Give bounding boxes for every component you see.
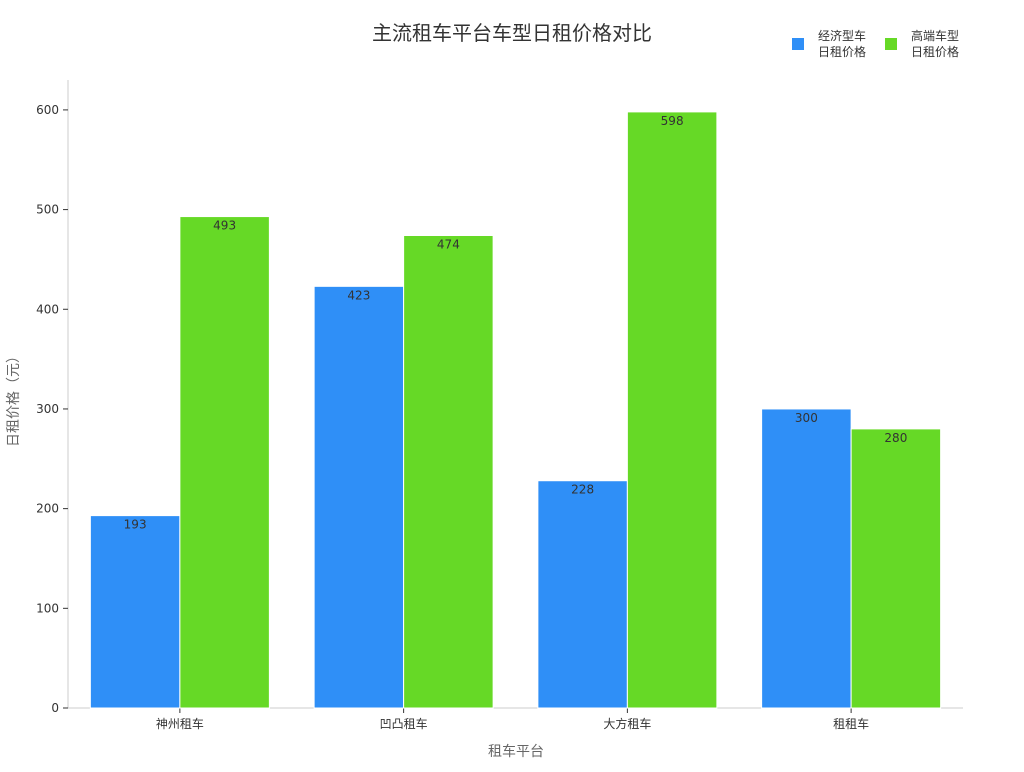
y-tick-label: 200 [36, 502, 59, 516]
legend-label-line: 日租价格 [818, 44, 866, 59]
bar-value-label: 474 [437, 238, 460, 252]
legend-label: 经济型车日租价格 [818, 28, 866, 59]
x-axis-label: 租车平台 [488, 743, 544, 760]
bar [89, 515, 181, 709]
bar [537, 480, 628, 709]
x-tick-label: 神州租车 [156, 716, 204, 731]
bar-value-label: 193 [124, 518, 147, 532]
y-axis-label: 日租价格（元） [6, 349, 22, 447]
y-tick-label: 500 [36, 203, 59, 217]
bar-value-label: 228 [571, 483, 594, 497]
bar [850, 428, 942, 709]
bar [313, 285, 405, 709]
y-tick-label: 400 [36, 302, 59, 316]
bar-value-label: 423 [347, 288, 370, 302]
legend-label: 高端车型日租价格 [911, 28, 959, 59]
x-tick-label: 大方租车 [603, 716, 651, 731]
bar-value-label: 493 [213, 219, 236, 233]
bar-value-label: 280 [884, 431, 907, 445]
bars: 193 493 423 474 228 598 300 280 [89, 111, 942, 709]
y-tick-label: 300 [36, 402, 59, 416]
y-tick-label: 100 [36, 601, 59, 615]
bar [179, 216, 270, 709]
bar [626, 111, 718, 709]
bar [403, 235, 494, 709]
x-tick-label: 凹凸租车 [380, 716, 428, 731]
legend-swatch [792, 38, 804, 50]
legend-label-line: 经济型车 [818, 28, 866, 43]
legend-label-line: 高端车型 [911, 28, 959, 43]
legend-swatch [885, 38, 897, 50]
legend-label-line: 日租价格 [911, 44, 959, 59]
y-tick-label: 600 [36, 103, 59, 117]
axes: 0 100 200 300 400 500 600 神州租车 凹凸租车 大方租车 租租车 [36, 80, 963, 731]
bar-value-label: 300 [795, 411, 818, 425]
bar [761, 408, 852, 709]
x-tick-label: 租租车 [833, 716, 869, 731]
y-tick-label: 0 [51, 701, 59, 715]
bar-value-label: 598 [661, 114, 684, 128]
chart-title: 主流租车平台车型日租价格对比 [372, 21, 652, 45]
